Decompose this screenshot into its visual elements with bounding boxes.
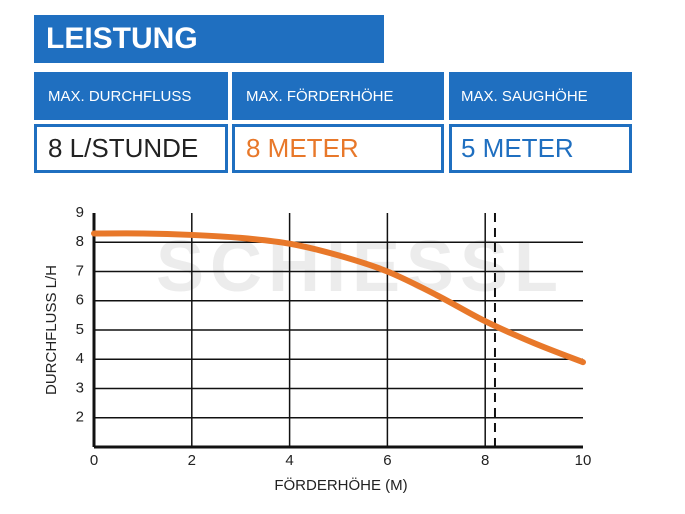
- x-tick-label: 6: [383, 452, 391, 469]
- watermark: SCHIESSL: [156, 227, 564, 307]
- y-tick-label: 3: [76, 379, 84, 396]
- title-box: [34, 15, 384, 63]
- y-tick-label: 6: [76, 292, 84, 309]
- value-box: [34, 124, 228, 173]
- value-box: [449, 124, 632, 173]
- column-label: MAX. SAUGHÖHE: [461, 87, 588, 105]
- x-axis-label: FÖRDERHÖHE (M): [274, 476, 407, 494]
- column-header: [34, 72, 228, 120]
- column-label: MAX. FÖRDERHÖHE: [246, 87, 394, 105]
- column-header: [232, 72, 444, 120]
- curve: [91, 230, 586, 366]
- x-tick-label: 4: [285, 452, 293, 469]
- column-value: 8 L/STUNDE: [48, 133, 198, 163]
- y-tick-label: 8: [76, 233, 84, 250]
- y-tick-label: 2: [76, 409, 84, 426]
- x-tick-label: 2: [188, 452, 196, 469]
- y-tick-label: 7: [76, 262, 84, 279]
- y-axis-label: DURCHFLUSS L/H: [43, 265, 60, 395]
- title: LEISTUNG: [46, 22, 198, 55]
- y-tick-label: 9: [76, 204, 84, 221]
- column-value: 8 METER: [246, 133, 359, 163]
- x-tick-label: 0: [90, 452, 98, 469]
- x-tick-label: 8: [481, 452, 489, 469]
- value-box: [232, 124, 444, 173]
- y-tick-label: 5: [76, 321, 84, 338]
- x-tick-label: 10: [575, 452, 592, 469]
- column-header: [449, 72, 632, 120]
- y-tick-label: 4: [76, 350, 84, 367]
- column-label: MAX. DURCHFLUSS: [48, 88, 191, 105]
- column-value: 5 METER: [461, 133, 574, 163]
